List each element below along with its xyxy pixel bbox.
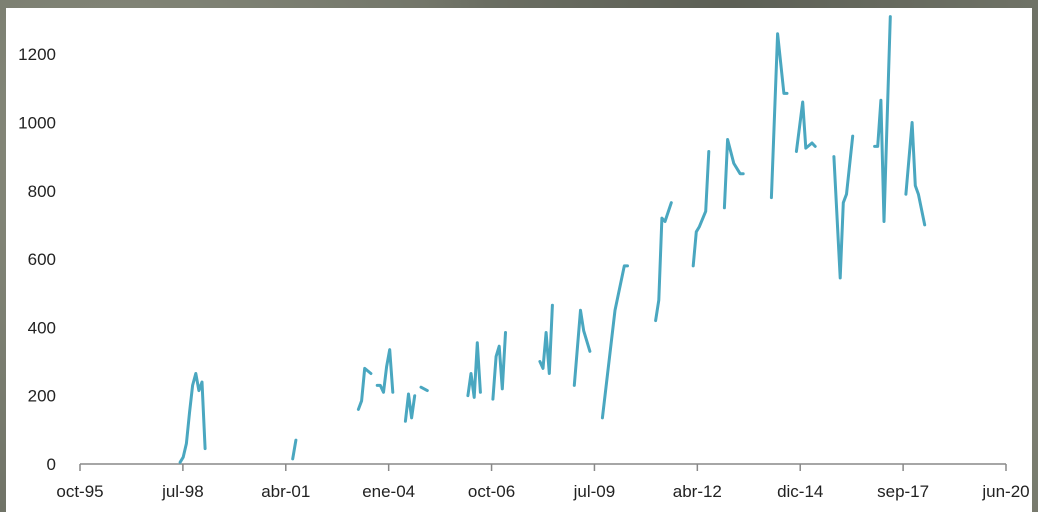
- series-layer: [178, 15, 927, 464]
- y-tick-label: 1200: [18, 45, 56, 64]
- series-line-segment: [654, 201, 673, 323]
- y-tick-label: 200: [28, 387, 56, 406]
- series-line-segment: [904, 121, 927, 227]
- series-line-segment: [375, 348, 395, 394]
- series-line-segment: [769, 32, 789, 200]
- series-line-segment: [491, 331, 507, 401]
- y-tick-label: 600: [28, 250, 56, 269]
- x-tick-label: jul-09: [573, 482, 616, 501]
- y-tick-label: 400: [28, 318, 56, 337]
- chart-panel: [6, 8, 1032, 512]
- series-line-segment: [178, 372, 207, 464]
- series-line-segment: [538, 303, 554, 375]
- series-line-segment: [600, 264, 629, 420]
- x-tick-label: abr-12: [673, 482, 722, 501]
- x-tick-label: sep-17: [877, 482, 929, 501]
- x-tick-label: dic-14: [777, 482, 823, 501]
- series-line-segment: [794, 100, 817, 153]
- series-line-segment: [466, 341, 482, 399]
- x-tick-label: ene-04: [362, 482, 415, 501]
- y-tick-label: 1000: [18, 113, 56, 132]
- series-line-segment: [722, 138, 745, 210]
- x-tick-label: jul-98: [161, 482, 204, 501]
- x-tick-label: abr-01: [261, 482, 310, 501]
- series-line-segment: [832, 134, 855, 280]
- y-tick-label: 0: [47, 455, 56, 474]
- series-line-segment: [572, 308, 592, 387]
- x-tick-label: oct-06: [468, 482, 515, 501]
- x-tick-label: jun-20: [981, 482, 1029, 501]
- series-line-segment: [691, 150, 711, 268]
- series-line-segment: [419, 385, 429, 393]
- y-tick-label: 800: [28, 182, 56, 201]
- axes: oct-95 jul-98 abr-01 ene-04 oct-06 jul-09 abr-…: [18, 45, 1029, 501]
- x-tick-label: oct-95: [56, 482, 103, 501]
- series-line-segment: [873, 15, 892, 223]
- series-line-segment: [291, 438, 298, 461]
- series-line-segment: [356, 366, 373, 411]
- series-line-segment: [403, 392, 417, 423]
